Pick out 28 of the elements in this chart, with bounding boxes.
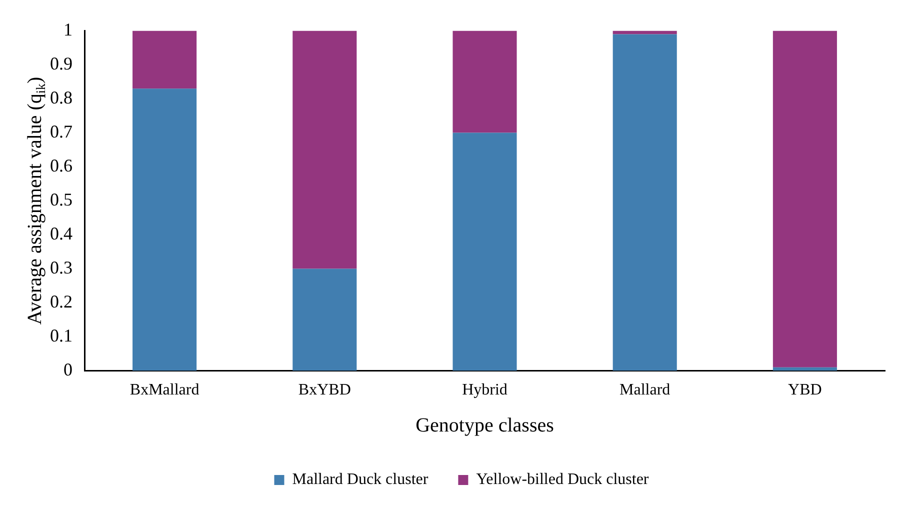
x-axis-title: Genotype classes: [416, 414, 554, 436]
y-tick-label: 0: [64, 360, 72, 380]
y-tick-label: 0.7: [50, 122, 72, 142]
y-tick-label: 0.1: [50, 326, 72, 346]
bar: [612, 34, 677, 371]
y-tick-label: 0.5: [50, 190, 72, 210]
legend-label: Yellow-billed Duck cluster: [476, 471, 650, 488]
x-tick-label: BxMallard: [130, 382, 200, 399]
bar: [292, 268, 357, 371]
bar: [772, 30, 837, 368]
y-tick-label: 0.3: [50, 258, 72, 278]
x-tick-label: YBD: [788, 382, 822, 399]
bar: [452, 132, 517, 371]
y-tick-label: 1: [64, 20, 72, 40]
bar: [452, 30, 517, 133]
bar: [132, 88, 197, 371]
legend-label: Mallard Duck cluster: [292, 471, 429, 488]
x-tick-label: BxYBD: [298, 382, 351, 399]
x-tick-label: Hybrid: [462, 382, 508, 399]
y-tick-label: 0.2: [50, 292, 72, 312]
y-axis-title: Average assignment value (qik): [24, 76, 48, 325]
y-tick-label: 0.9: [50, 54, 72, 74]
bar: [132, 30, 197, 89]
bar: [292, 30, 357, 269]
x-tick-label: Mallard: [620, 382, 670, 399]
y-tick-label: 0.8: [50, 88, 72, 108]
y-tick-label: 0.4: [50, 224, 72, 244]
y-tick-label: 0.6: [50, 156, 72, 176]
